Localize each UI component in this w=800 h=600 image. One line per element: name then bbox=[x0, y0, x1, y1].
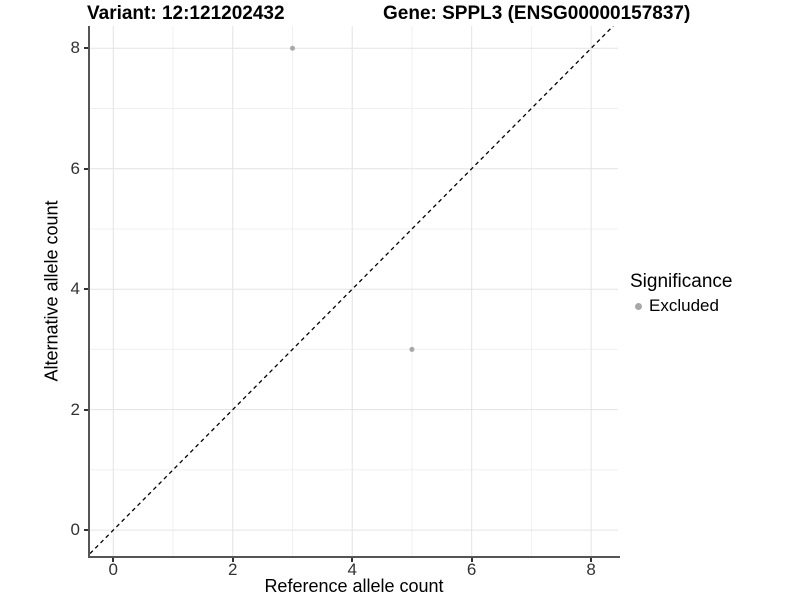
y-tick-mark bbox=[84, 288, 88, 291]
y-tick-label: 8 bbox=[70, 38, 80, 58]
plot-title-gene: Gene: SPPL3 (ENSG00000157837) bbox=[383, 3, 691, 24]
x-tick-mark bbox=[351, 558, 354, 562]
data-point bbox=[289, 45, 295, 51]
x-tick-mark bbox=[590, 558, 593, 562]
x-tick-label: 0 bbox=[108, 560, 119, 579]
plot-panel bbox=[90, 26, 618, 556]
x-tick-mark bbox=[470, 558, 473, 562]
x-axis-line bbox=[88, 556, 620, 558]
x-axis-title: Reference allele count bbox=[264, 576, 444, 596]
legend-entry: Excluded bbox=[630, 296, 732, 316]
plot-title-variant: Variant: 12:121202432 bbox=[87, 3, 285, 24]
y-tick-mark bbox=[84, 408, 88, 411]
x-tick-label: 6 bbox=[466, 560, 477, 579]
plot-svg bbox=[90, 26, 618, 556]
y-tick-mark bbox=[84, 167, 88, 170]
y-tick-label: 0 bbox=[70, 520, 80, 540]
legend-entry-label: Excluded bbox=[649, 296, 719, 315]
y-tick-mark bbox=[84, 47, 88, 50]
legend: Significance Excluded bbox=[630, 271, 732, 316]
y-tick-mark bbox=[84, 529, 88, 532]
y-tick-label: 4 bbox=[70, 279, 80, 299]
legend-point-icon bbox=[635, 302, 642, 310]
x-tick-label: 4 bbox=[347, 560, 357, 579]
x-tick-label: 8 bbox=[586, 560, 596, 579]
x-tick-label: 2 bbox=[228, 560, 238, 579]
y-axis-line bbox=[88, 26, 90, 558]
legend-title: Significance bbox=[630, 271, 733, 292]
data-point bbox=[409, 346, 415, 352]
x-tick-mark bbox=[231, 558, 234, 562]
y-tick-label: 6 bbox=[70, 158, 80, 178]
x-tick-mark bbox=[112, 558, 115, 562]
y-tick-label: 2 bbox=[70, 399, 80, 419]
identity-line bbox=[90, 26, 614, 555]
